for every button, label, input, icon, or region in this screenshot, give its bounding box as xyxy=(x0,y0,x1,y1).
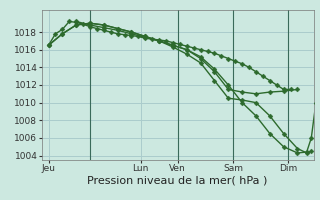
X-axis label: Pression niveau de la mer( hPa ): Pression niveau de la mer( hPa ) xyxy=(87,176,268,186)
